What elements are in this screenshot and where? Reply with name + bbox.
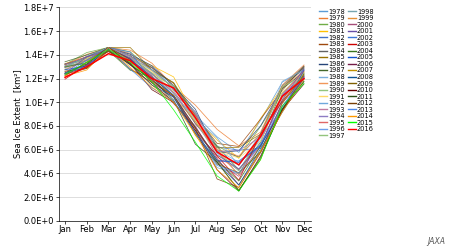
Text: JAXA: JAXA [428,237,446,246]
Legend: 1978, 1979, 1980, 1981, 1982, 1983, 1984, 1985, 1986, 1987, 1988, 1989, 1990, 19: 1978, 1979, 1980, 1981, 1982, 1983, 1984… [319,9,374,139]
Y-axis label: Sea Ice Extent  [km²]: Sea Ice Extent [km²] [13,70,22,158]
